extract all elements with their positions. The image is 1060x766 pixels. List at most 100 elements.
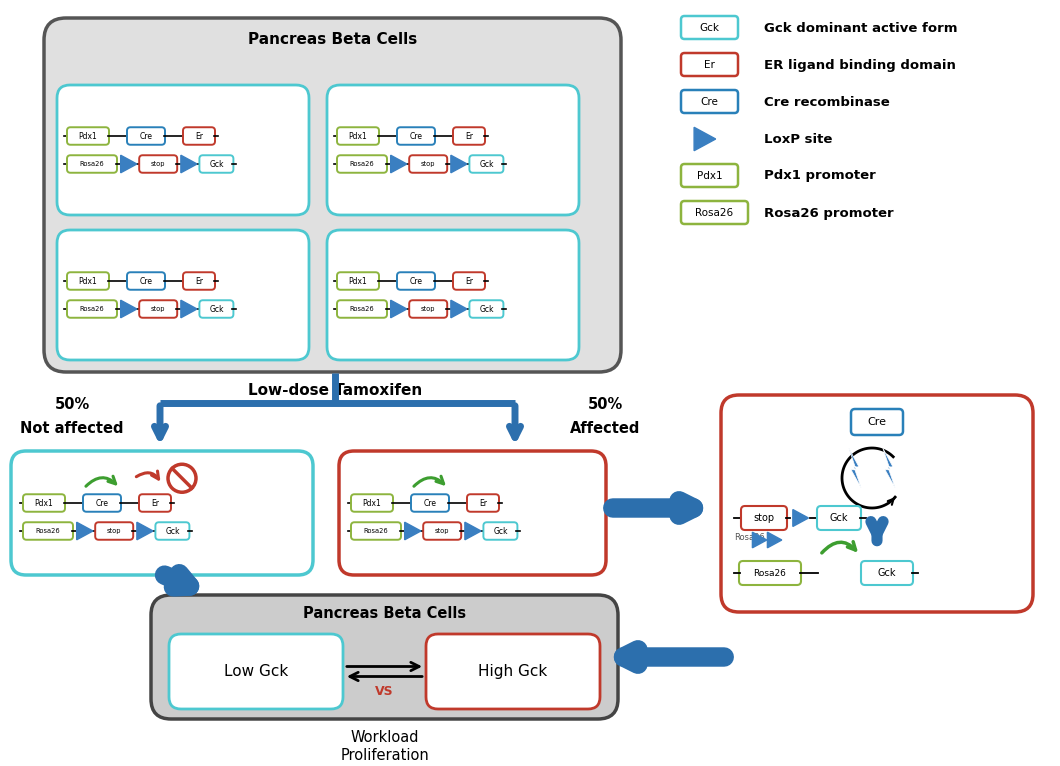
FancyBboxPatch shape	[67, 127, 109, 145]
FancyBboxPatch shape	[337, 127, 379, 145]
Polygon shape	[405, 522, 421, 540]
FancyBboxPatch shape	[681, 164, 738, 187]
Text: Er: Er	[479, 499, 487, 508]
Text: Er: Er	[195, 132, 204, 140]
Text: Cre: Cre	[409, 277, 423, 286]
FancyBboxPatch shape	[453, 272, 485, 290]
Text: Pdx1: Pdx1	[78, 132, 98, 140]
FancyBboxPatch shape	[351, 494, 393, 512]
FancyBboxPatch shape	[351, 522, 401, 540]
FancyBboxPatch shape	[339, 451, 606, 575]
Text: Pdx1: Pdx1	[35, 499, 53, 508]
FancyBboxPatch shape	[199, 155, 233, 173]
Text: Affected: Affected	[570, 421, 640, 436]
FancyBboxPatch shape	[67, 300, 117, 318]
Text: Rosa26: Rosa26	[350, 161, 374, 167]
FancyBboxPatch shape	[57, 230, 310, 360]
FancyBboxPatch shape	[156, 522, 190, 540]
FancyBboxPatch shape	[817, 506, 861, 530]
Text: Rosa26 promoter: Rosa26 promoter	[764, 207, 894, 220]
Text: 50%: 50%	[587, 397, 622, 411]
Text: Not affected: Not affected	[20, 421, 124, 436]
Text: stop: stop	[151, 306, 165, 312]
Text: stop: stop	[421, 161, 436, 167]
Text: Cre: Cre	[867, 417, 886, 427]
Text: LoxP site: LoxP site	[764, 133, 832, 146]
Text: stop: stop	[107, 528, 122, 534]
Text: Gck dominant active form: Gck dominant active form	[764, 21, 957, 34]
FancyBboxPatch shape	[423, 522, 461, 540]
Polygon shape	[391, 155, 407, 173]
Text: Low Gck: Low Gck	[224, 664, 288, 679]
FancyBboxPatch shape	[398, 127, 435, 145]
Text: ER ligand binding domain: ER ligand binding domain	[764, 58, 956, 71]
Text: Gck: Gck	[165, 526, 179, 535]
Text: Rosa26: Rosa26	[695, 208, 734, 218]
FancyBboxPatch shape	[681, 53, 738, 76]
FancyBboxPatch shape	[409, 155, 447, 173]
FancyBboxPatch shape	[861, 561, 913, 585]
Text: Pdx1: Pdx1	[78, 277, 98, 286]
Polygon shape	[450, 300, 467, 318]
FancyBboxPatch shape	[67, 155, 117, 173]
FancyBboxPatch shape	[127, 127, 165, 145]
Polygon shape	[391, 300, 407, 318]
Text: Rosa26: Rosa26	[754, 568, 787, 578]
Polygon shape	[450, 155, 467, 173]
FancyBboxPatch shape	[681, 16, 738, 39]
FancyBboxPatch shape	[470, 155, 503, 173]
Text: Cre: Cre	[701, 97, 719, 107]
FancyBboxPatch shape	[721, 395, 1034, 612]
Text: Gck: Gck	[700, 23, 720, 33]
FancyBboxPatch shape	[741, 506, 787, 530]
Polygon shape	[465, 522, 481, 540]
FancyBboxPatch shape	[467, 494, 499, 512]
Text: Rosa26: Rosa26	[364, 528, 388, 534]
Text: Gck: Gck	[493, 526, 508, 535]
FancyBboxPatch shape	[23, 494, 65, 512]
FancyBboxPatch shape	[681, 201, 748, 224]
Text: Cre: Cre	[140, 132, 153, 140]
FancyBboxPatch shape	[483, 522, 517, 540]
Polygon shape	[849, 448, 861, 488]
FancyBboxPatch shape	[183, 272, 215, 290]
FancyBboxPatch shape	[139, 155, 177, 173]
Text: 50%: 50%	[54, 397, 90, 411]
Polygon shape	[793, 509, 809, 526]
Polygon shape	[753, 532, 766, 548]
Text: Rosa26: Rosa26	[36, 528, 60, 534]
FancyBboxPatch shape	[169, 634, 343, 709]
Text: stop: stop	[754, 513, 775, 523]
FancyBboxPatch shape	[57, 85, 310, 215]
Text: stop: stop	[421, 306, 436, 312]
Polygon shape	[767, 532, 782, 548]
Text: stop: stop	[435, 528, 449, 534]
Text: Gck: Gck	[479, 305, 494, 313]
Text: Pdx1: Pdx1	[349, 277, 368, 286]
Polygon shape	[76, 522, 93, 540]
Text: Er: Er	[195, 277, 204, 286]
FancyBboxPatch shape	[409, 300, 447, 318]
FancyBboxPatch shape	[67, 272, 109, 290]
FancyBboxPatch shape	[139, 300, 177, 318]
Text: Cre: Cre	[95, 499, 108, 508]
FancyBboxPatch shape	[411, 494, 449, 512]
Text: Gck: Gck	[479, 159, 494, 169]
FancyBboxPatch shape	[851, 409, 903, 435]
FancyBboxPatch shape	[199, 300, 233, 318]
FancyBboxPatch shape	[83, 494, 121, 512]
Polygon shape	[181, 300, 197, 318]
FancyBboxPatch shape	[326, 230, 579, 360]
Text: Er: Er	[151, 499, 159, 508]
FancyBboxPatch shape	[23, 522, 73, 540]
Text: Pdx1: Pdx1	[696, 171, 722, 181]
FancyBboxPatch shape	[453, 127, 485, 145]
Text: Er: Er	[704, 60, 714, 70]
FancyBboxPatch shape	[681, 90, 738, 113]
FancyBboxPatch shape	[470, 300, 503, 318]
Text: stop: stop	[151, 161, 165, 167]
Text: Rosa26: Rosa26	[80, 161, 104, 167]
Polygon shape	[883, 448, 895, 488]
FancyBboxPatch shape	[337, 300, 387, 318]
Text: Proliferation: Proliferation	[340, 748, 429, 763]
